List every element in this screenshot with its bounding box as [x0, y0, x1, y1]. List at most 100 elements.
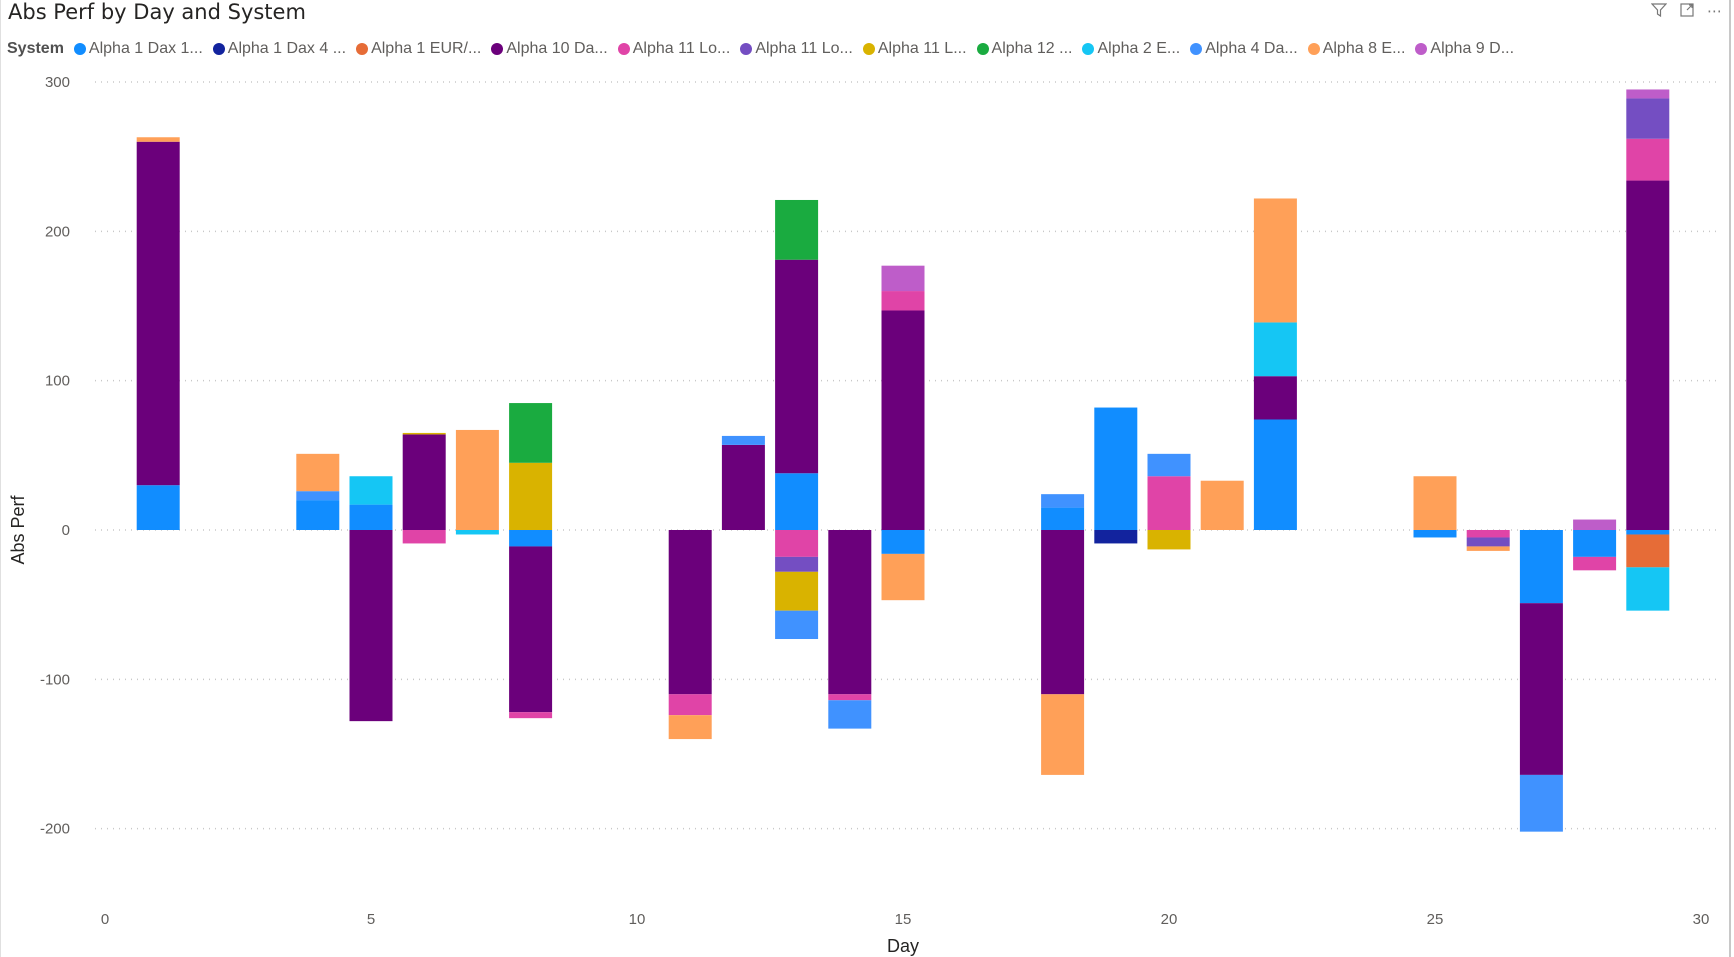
bar-segment[interactable]	[455, 530, 499, 535]
bar-segment[interactable]	[775, 199, 819, 260]
bar-segment[interactable]	[1147, 453, 1191, 477]
bar-segment[interactable]	[402, 434, 446, 530]
legend-item[interactable]: Alpha 9 D...	[1415, 40, 1514, 58]
bar-segment[interactable]	[1626, 180, 1670, 530]
legend-marker-icon	[73, 43, 86, 55]
legend-item[interactable]: Alpha 1 Dax 4 ...	[212, 40, 346, 58]
bar-segment[interactable]	[1466, 546, 1510, 551]
x-tick-label: 0	[101, 911, 109, 928]
legend: System Alpha 1 Dax 1... Alpha 1 Dax 4 ...…	[7, 40, 1524, 58]
bar-segment[interactable]	[296, 500, 340, 530]
legend-marker-icon	[617, 43, 630, 55]
legend-label: Alpha 8 E...	[1322, 40, 1406, 57]
bar-segment[interactable]	[509, 530, 553, 547]
legend-marker-icon	[1082, 43, 1095, 55]
bar-segment[interactable]	[828, 700, 872, 729]
bar-segment[interactable]	[881, 553, 925, 601]
bar-segment[interactable]	[1253, 419, 1297, 530]
bar-segment[interactable]	[1626, 530, 1670, 535]
bar-segment[interactable]	[881, 265, 925, 292]
visual-header-icons: ⋯	[1650, 2, 1722, 22]
bar-segment[interactable]	[881, 530, 925, 554]
bar-segment[interactable]	[1094, 530, 1138, 544]
bar-segment[interactable]	[1466, 537, 1510, 547]
legend-item[interactable]: Alpha 2 E...	[1082, 40, 1180, 58]
bar-segment[interactable]	[1253, 322, 1297, 377]
bar-segment[interactable]	[721, 444, 765, 530]
legend-item[interactable]: Alpha 4 Da...	[1190, 40, 1298, 58]
legend-item[interactable]: Alpha 11 L...	[862, 40, 967, 58]
bar-segment[interactable]	[828, 694, 872, 701]
bar-segment[interactable]	[509, 403, 553, 463]
legend-item[interactable]: Alpha 11 Lo...	[740, 40, 853, 58]
bar-segment[interactable]	[668, 530, 712, 695]
bar-segment[interactable]	[775, 610, 819, 640]
legend-marker-icon	[1307, 43, 1320, 55]
bar-segment[interactable]	[1413, 476, 1457, 530]
bar-segment[interactable]	[1253, 376, 1297, 420]
bar-segment[interactable]	[668, 694, 712, 716]
legend-label: Alpha 2 E...	[1097, 40, 1181, 57]
bar-segment[interactable]	[775, 473, 819, 530]
bar-segment[interactable]	[1147, 530, 1191, 550]
bar-segment[interactable]	[136, 137, 180, 142]
bar-segment[interactable]	[1041, 494, 1085, 508]
bar-segment[interactable]	[828, 530, 872, 695]
bar-segment[interactable]	[775, 259, 819, 474]
legend-item[interactable]: Alpha 1 Dax 1...	[73, 40, 203, 58]
legend-item[interactable]: Alpha 8 E...	[1307, 40, 1406, 58]
bar-segment[interactable]	[1200, 480, 1244, 530]
bar-segment[interactable]	[1466, 530, 1510, 538]
bar-segment[interactable]	[1147, 476, 1191, 530]
bar-segment[interactable]	[775, 571, 819, 611]
bar-segment[interactable]	[349, 504, 393, 530]
legend-item[interactable]: Alpha 10 Da...	[491, 40, 608, 58]
bar-segment[interactable]	[1041, 694, 1085, 775]
bar-segment[interactable]	[402, 530, 446, 544]
bar-segment[interactable]	[881, 310, 925, 530]
bar-segment[interactable]	[1626, 534, 1670, 568]
bar-segment[interactable]	[1626, 138, 1670, 181]
bar-segment[interactable]	[1041, 507, 1085, 530]
bar-segment[interactable]	[455, 429, 499, 530]
bar-segment[interactable]	[1519, 774, 1563, 832]
bar-segment[interactable]	[881, 291, 925, 311]
legend-item[interactable]: Alpha 12 ...	[976, 40, 1072, 58]
bar-segment[interactable]	[1573, 530, 1617, 557]
bar-segment[interactable]	[349, 530, 393, 722]
bar-segment[interactable]	[775, 530, 819, 557]
bar-segment[interactable]	[668, 715, 712, 740]
bar-segment[interactable]	[509, 546, 553, 713]
bar-segment[interactable]	[1094, 407, 1138, 530]
bar-segment[interactable]	[1573, 556, 1617, 571]
bar-segment[interactable]	[1626, 567, 1670, 611]
bar-segment[interactable]	[721, 435, 765, 445]
bar-segment[interactable]	[1626, 98, 1670, 139]
bar-segment[interactable]	[349, 476, 393, 505]
bar-segment[interactable]	[136, 141, 180, 486]
bar-segment[interactable]	[296, 453, 340, 492]
bar-segment[interactable]	[775, 556, 819, 572]
filter-icon[interactable]	[1650, 2, 1668, 22]
bar-segment[interactable]	[402, 432, 446, 435]
bar-segment[interactable]	[509, 462, 553, 530]
focus-mode-icon[interactable]	[1679, 2, 1695, 22]
bar-segment[interactable]	[1253, 198, 1297, 323]
bar-segment[interactable]	[1519, 603, 1563, 775]
bar-segment[interactable]	[1573, 519, 1617, 530]
legend-item[interactable]: Alpha 1 EUR/...	[356, 40, 481, 58]
bar-segment[interactable]	[1519, 530, 1563, 604]
bar-segment[interactable]	[136, 485, 180, 530]
legend-marker-icon	[491, 43, 504, 55]
bar-segment[interactable]	[509, 712, 553, 719]
bar-segment[interactable]	[1626, 89, 1670, 99]
chart-title: Abs Perf by Day and System	[8, 0, 306, 24]
legend-label: Alpha 11 L...	[877, 40, 967, 57]
legend-item[interactable]: Alpha 11 Lo...	[617, 40, 730, 58]
bar-segment[interactable]	[1413, 530, 1457, 538]
bar-segment[interactable]	[1041, 530, 1085, 695]
more-options-icon[interactable]: ⋯	[1707, 2, 1722, 20]
bar-segment[interactable]	[296, 491, 340, 501]
